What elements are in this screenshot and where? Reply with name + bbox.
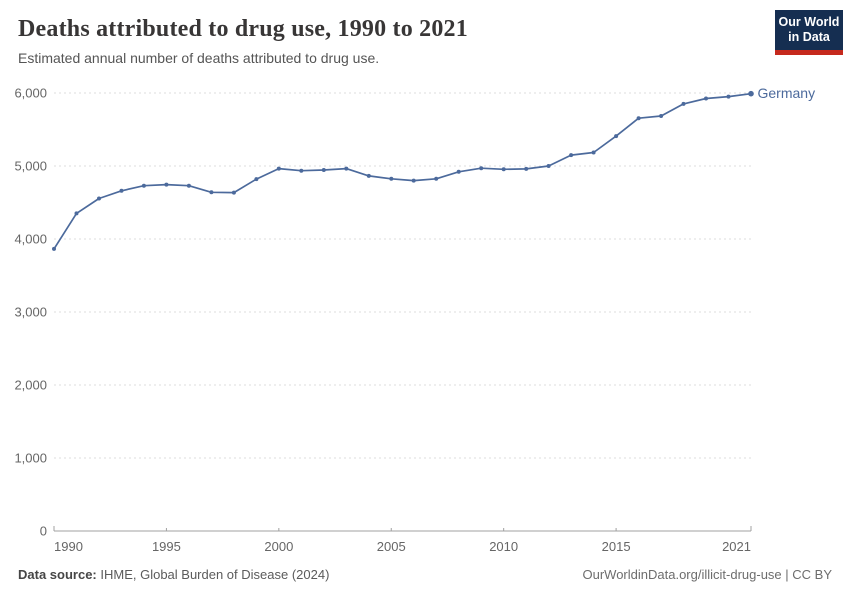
y-axis-tick-label: 0	[40, 524, 47, 539]
x-axis-tick-label: 2005	[377, 539, 406, 554]
x-axis-tick-label: 2015	[602, 539, 631, 554]
data-point-marker	[254, 177, 259, 182]
owid-url-license[interactable]: OurWorldinData.org/illicit-drug-use | CC…	[582, 567, 833, 582]
data-point-marker	[479, 166, 484, 171]
x-axis-tick-label: 2021	[722, 539, 751, 554]
data-point-marker	[681, 101, 686, 106]
data-source-text: IHME, Global Burden of Disease (2024)	[96, 567, 330, 582]
data-point-marker	[186, 183, 191, 188]
y-axis-tick-label: 5,000	[14, 159, 47, 174]
y-axis-tick-label: 2,000	[14, 378, 47, 393]
data-point-marker	[591, 150, 596, 155]
y-axis-tick-label: 4,000	[14, 232, 47, 247]
data-point-marker	[704, 96, 708, 101]
data-point-marker	[276, 166, 281, 171]
data-point-marker	[366, 173, 371, 178]
data-point-marker	[119, 188, 124, 193]
data-point-marker	[164, 182, 169, 187]
data-point-marker	[231, 190, 236, 195]
data-point-marker	[501, 167, 506, 172]
chart-subtitle: Estimated annual number of deaths attrib…	[18, 50, 380, 66]
data-point-marker	[748, 90, 754, 97]
data-point-marker	[546, 164, 551, 168]
entity-label-germany[interactable]: Germany	[758, 85, 816, 101]
data-point-marker	[52, 246, 56, 251]
data-point-marker	[209, 190, 214, 195]
data-point-marker	[659, 114, 664, 118]
data-point-marker	[321, 168, 326, 172]
data-point-marker	[614, 134, 619, 139]
data-point-marker	[524, 166, 529, 171]
data-point-marker	[74, 211, 79, 216]
data-point-marker	[636, 116, 641, 121]
x-axis-tick-label: 2010	[489, 539, 518, 554]
germany-line[interactable]	[53, 92, 752, 250]
chart-title: Deaths attributed to drug use, 1990 to 2…	[18, 16, 468, 42]
data-point-marker	[726, 94, 731, 99]
x-axis-tick-label: 1995	[152, 539, 181, 554]
data-point-marker	[434, 176, 439, 181]
data-point-marker	[456, 169, 461, 174]
y-axis-tick-label: 1,000	[14, 451, 47, 466]
x-axis-tick-label: 2000	[264, 539, 293, 554]
data-point-marker	[411, 178, 416, 183]
data-point-marker	[389, 176, 394, 181]
data-point-marker	[97, 196, 101, 201]
data-source: Data source: IHME, Global Burden of Dise…	[18, 566, 329, 583]
data-source-label: Data source:	[18, 567, 97, 582]
data-point-marker	[569, 153, 574, 158]
x-axis-tick-label: 1990	[54, 539, 83, 554]
owid-logo[interactable]: Our World in Data	[775, 10, 843, 55]
data-point-marker	[344, 166, 349, 171]
logo-line2: in Data	[788, 30, 830, 44]
logo-line1: Our World	[778, 15, 840, 29]
y-axis-tick-label: 3,000	[14, 305, 47, 320]
data-point-marker	[299, 168, 304, 173]
data-point-marker	[141, 183, 146, 188]
y-axis-tick-label: 6,000	[14, 86, 47, 101]
